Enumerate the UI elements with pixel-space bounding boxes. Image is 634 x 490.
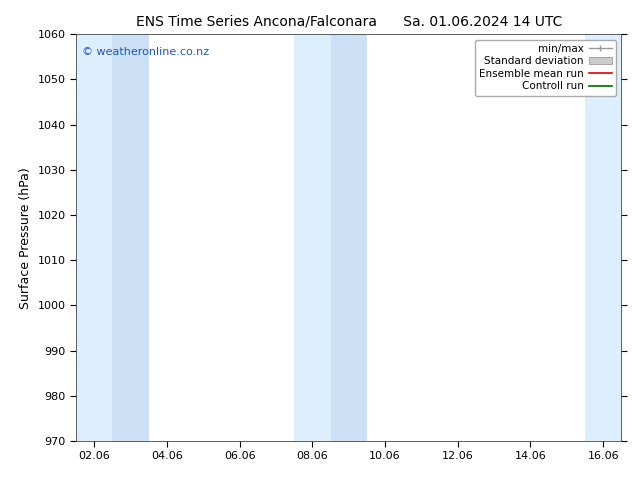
Y-axis label: Surface Pressure (hPa): Surface Pressure (hPa)	[19, 167, 32, 309]
Bar	[112, 34, 149, 441]
Legend: min/max, Standard deviation, Ensemble mean run, Controll run: min/max, Standard deviation, Ensemble me…	[475, 40, 616, 96]
Text: © weatheronline.co.nz: © weatheronline.co.nz	[82, 47, 209, 56]
Title: ENS Time Series Ancona/Falconara      Sa. 01.06.2024 14 UTC: ENS Time Series Ancona/Falconara Sa. 01.…	[136, 15, 562, 29]
Bar	[294, 34, 330, 441]
Bar	[330, 34, 367, 441]
Bar	[585, 34, 621, 441]
Bar	[76, 34, 112, 441]
